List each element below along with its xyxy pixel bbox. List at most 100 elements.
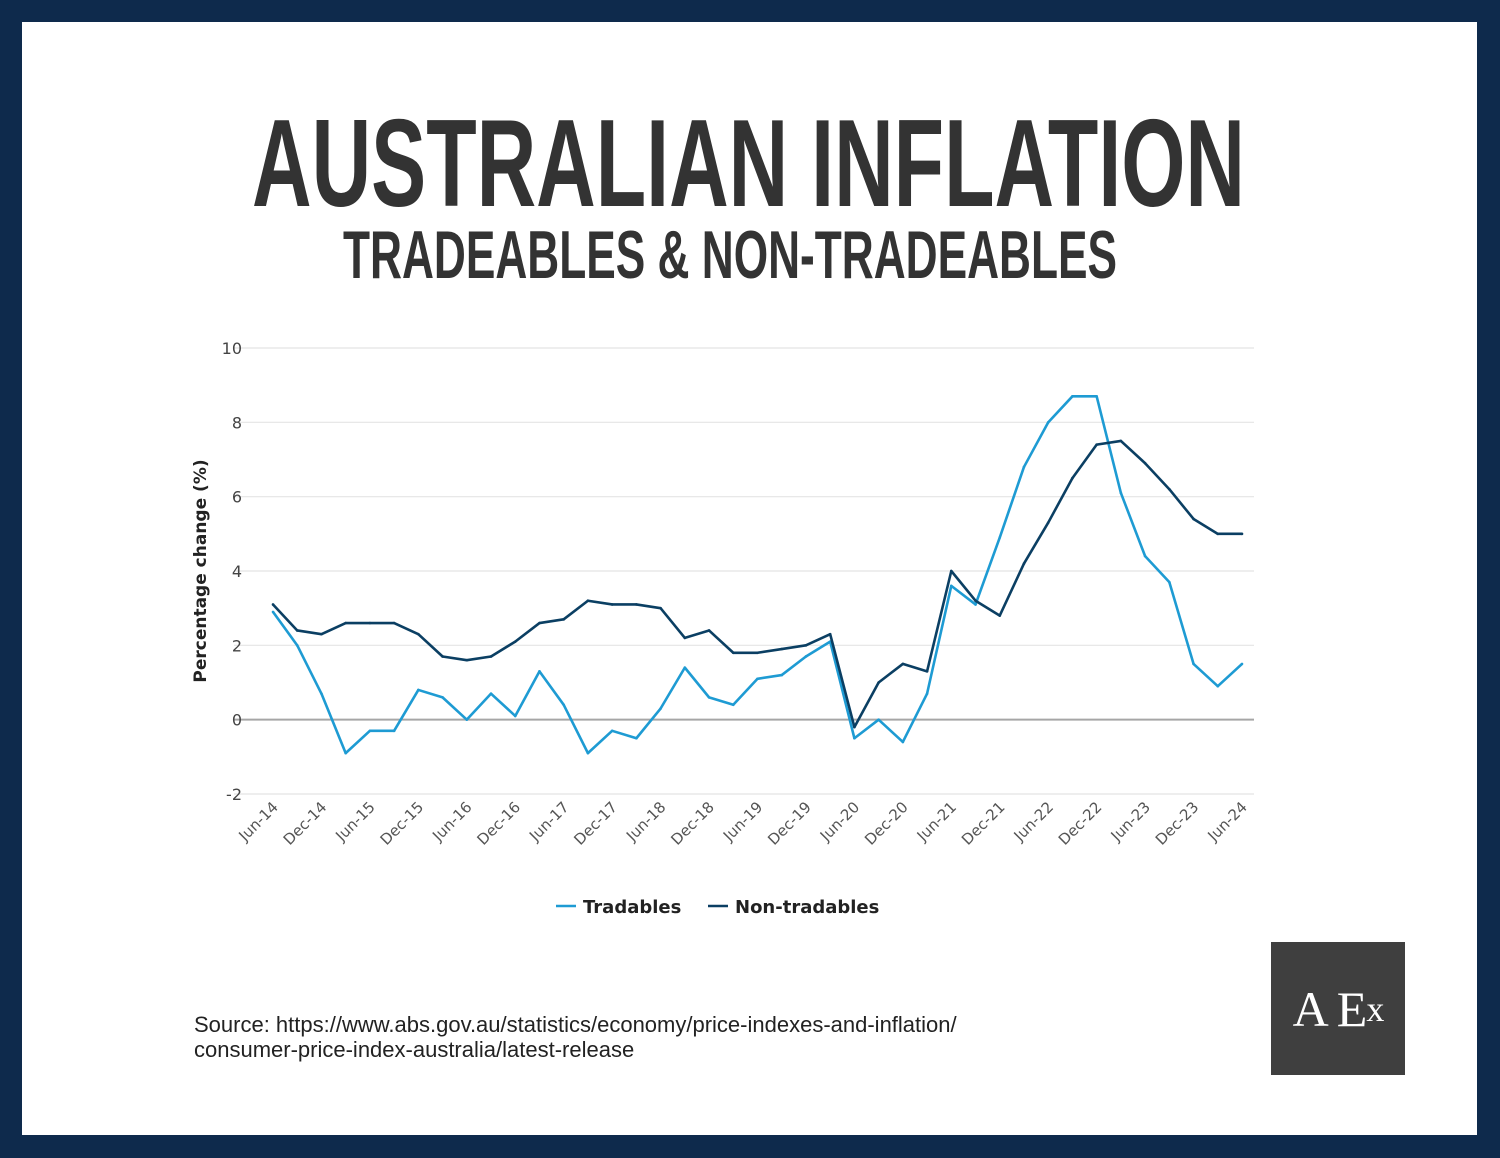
data-point — [828, 632, 832, 636]
data-point — [756, 677, 759, 681]
x-tick-label: Jun-18 — [622, 798, 669, 845]
data-point — [441, 696, 444, 699]
data-point — [707, 629, 711, 632]
title-block: AUSTRALIAN INFLATION TRADEABLES & NON-TR… — [252, 95, 1245, 293]
data-point — [465, 658, 469, 662]
data-point — [1071, 395, 1074, 398]
page-title: AUSTRALIAN INFLATION — [252, 95, 1245, 233]
data-point — [974, 603, 977, 606]
x-tick-label: Jun-22 — [1010, 798, 1057, 845]
data-point — [1071, 476, 1074, 480]
data-point — [562, 618, 565, 621]
data-point — [853, 736, 856, 740]
data-point — [465, 718, 469, 721]
x-tick-label: Dec-22 — [1055, 798, 1106, 849]
data-point — [368, 621, 372, 625]
data-point — [804, 644, 808, 647]
data-point — [586, 599, 590, 603]
x-tick-label: Dec-14 — [280, 798, 331, 849]
source-line-2: consumer-price-index-australia/latest-re… — [194, 1037, 635, 1062]
x-tick-label: Jun-24 — [1203, 798, 1250, 845]
data-point — [344, 751, 347, 755]
data-point — [295, 629, 299, 632]
data-point — [1095, 395, 1098, 398]
data-point — [1192, 662, 1195, 666]
data-point — [1216, 684, 1220, 688]
data-point — [489, 692, 493, 695]
y-tick-label: 8 — [232, 413, 242, 432]
data-point — [392, 729, 396, 733]
data-point — [489, 655, 493, 658]
data-point — [1240, 532, 1244, 536]
data-point — [950, 569, 953, 573]
x-tick-label: Jun-21 — [913, 798, 960, 845]
data-point — [998, 614, 1002, 617]
y-tick-label: 4 — [232, 562, 242, 581]
x-tick-label: Jun-20 — [816, 798, 863, 845]
data-point — [853, 725, 856, 729]
data-point — [1168, 487, 1171, 491]
x-tick-label: Jun-16 — [428, 798, 475, 845]
x-tick-label: Dec-17 — [570, 798, 621, 849]
data-point — [344, 621, 347, 625]
data-point — [1119, 491, 1123, 495]
data-point — [1046, 421, 1050, 424]
data-point — [538, 621, 541, 625]
data-point — [1192, 517, 1195, 521]
data-point — [295, 644, 299, 647]
y-axis-label: Percentage change (%) — [191, 459, 211, 682]
data-point — [1022, 465, 1026, 469]
y-tick-label: 6 — [232, 488, 242, 507]
data-point — [877, 681, 880, 684]
page-subtitle: TRADEABLES & NON-TRADEABLES — [343, 217, 1117, 293]
data-point — [513, 714, 517, 718]
data-point — [925, 692, 929, 695]
data-point — [756, 651, 759, 655]
data-point — [950, 584, 953, 588]
data-point — [901, 662, 905, 666]
x-tick-label: Dec-15 — [377, 798, 428, 849]
data-point — [877, 718, 880, 721]
data-point — [1143, 554, 1147, 558]
data-point — [1095, 443, 1098, 446]
source-line-1: Source: https://www.abs.gov.au/statistic… — [194, 1012, 957, 1037]
data-point — [707, 696, 711, 699]
data-point — [659, 707, 662, 710]
data-point — [1046, 521, 1050, 524]
data-point — [586, 751, 590, 755]
data-point — [271, 603, 275, 606]
x-tick-label: Dec-21 — [958, 798, 1009, 849]
data-point — [417, 688, 420, 692]
x-tick-label: Dec-23 — [1152, 798, 1203, 849]
data-point — [780, 647, 784, 651]
x-tick-label: Jun-17 — [525, 798, 572, 845]
data-point — [974, 599, 977, 603]
y-tick-label: 0 — [232, 711, 242, 730]
data-point — [368, 729, 372, 733]
data-point — [441, 655, 444, 658]
data-point — [320, 692, 323, 695]
y-tick-label: -2 — [226, 785, 242, 804]
x-tick-label: Dec-19 — [764, 798, 815, 849]
data-point — [901, 740, 905, 744]
source-note: Source: https://www.abs.gov.au/statistic… — [194, 1012, 957, 1062]
data-point — [538, 670, 541, 673]
legend-label: Non-tradables — [735, 897, 879, 918]
data-point — [1119, 439, 1123, 443]
data-point — [1216, 532, 1220, 536]
data-point — [780, 673, 784, 677]
series-line-non-tradables — [272, 439, 1242, 729]
data-point — [271, 610, 275, 614]
data-point — [683, 636, 687, 640]
x-tick-label: Jun-14 — [234, 798, 281, 845]
data-point — [683, 666, 687, 669]
data-point — [635, 736, 638, 740]
data-point — [320, 632, 323, 636]
series-line-tradables — [271, 395, 1243, 755]
data-point — [417, 632, 420, 636]
x-tick-label: Dec-18 — [667, 798, 718, 849]
data-point — [998, 536, 1002, 539]
data-point — [925, 670, 929, 673]
data-point — [1168, 580, 1171, 584]
